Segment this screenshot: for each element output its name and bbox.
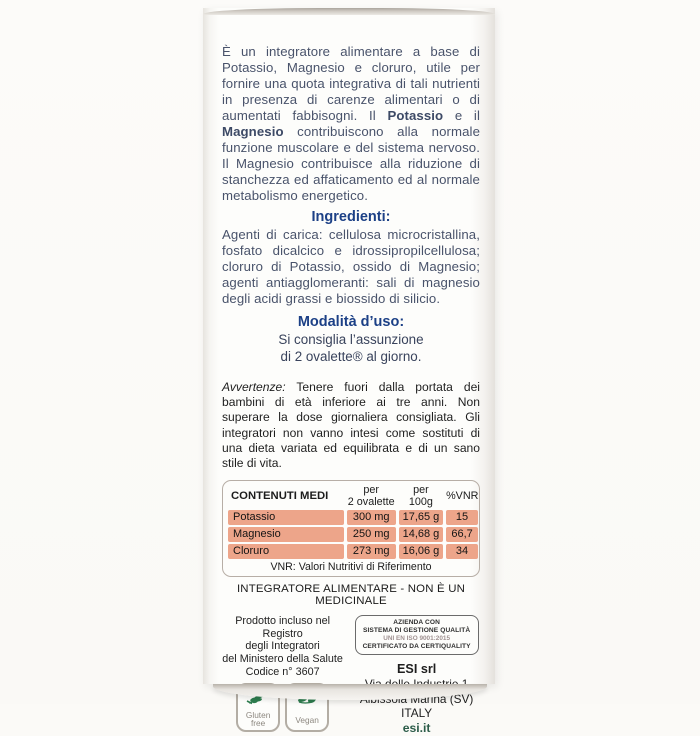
ingredients-heading: Ingredienti: xyxy=(311,209,391,225)
usage-heading: Modalità d’uso: xyxy=(297,314,405,330)
iso-certification-seal: AZIENDA CON SISTEMA DI GESTIONE QUALITÀ … xyxy=(354,615,479,656)
box-bottom-edge xyxy=(213,684,487,700)
nutrient-per100: 14,68 g xyxy=(398,527,444,543)
warnings-text: Avvertenze: Tenere fuori dalla portata d… xyxy=(222,380,480,471)
table-footnote: VNR: Valori Nutritivi di Riferimento xyxy=(270,561,432,574)
nutrient-vnr: 66,7 xyxy=(446,527,479,543)
bottom-section: Prodotto incluso nel Registro degli Inte… xyxy=(222,615,480,736)
box-back-panel: È un integratore alimentare a base di Po… xyxy=(203,15,495,736)
supplement-disclaimer: INTEGRATORE ALIMENTARE - NON È UN MEDICI… xyxy=(236,583,466,608)
company-website: esi.it xyxy=(402,720,431,735)
description-text: contribuiscono alla normale funzione mus… xyxy=(222,124,480,203)
gluten-label-line1: Gluten xyxy=(245,709,271,720)
product-description: È un integratore alimentare a base di Po… xyxy=(222,44,480,204)
nutrition-table-header: CONTENUTI MEDI per 2 ovalette per 100g %VN… xyxy=(228,484,478,508)
nutrient-vnr: 15 xyxy=(446,510,479,526)
table-title: CONTENUTI MEDI xyxy=(231,489,329,502)
registry-column: Prodotto incluso nel Registro degli Inte… xyxy=(222,615,343,736)
registry-line: degli Integratori xyxy=(245,640,320,653)
nutrient-per2: 300 mg xyxy=(346,510,396,526)
nutrition-table: CONTENUTI MEDI per 2 ovalette per 100g %VN… xyxy=(222,480,480,578)
gluten-label-line2: free xyxy=(250,718,266,729)
nutrient-per100: 17,65 g xyxy=(398,510,444,526)
box-top-edge xyxy=(203,8,495,15)
warnings-label: Avvertenze: xyxy=(222,380,286,394)
company-name: ESI srl xyxy=(397,662,437,677)
usage-line-1: Si consiglia l’assunzione xyxy=(278,332,424,347)
col-vnr: %VNR xyxy=(446,489,479,502)
description-bold-magnesio: Magnesio xyxy=(222,124,284,139)
col1-line1: per xyxy=(363,484,379,497)
nutrient-name: Cloruro xyxy=(228,544,344,560)
company-column: AZIENDA CON SISTEMA DI GESTIONE QUALITÀ … xyxy=(343,615,480,736)
registry-line: Prodotto incluso nel Registro xyxy=(235,615,331,640)
cert-line: AZIENDA CON xyxy=(393,619,440,627)
nutrient-per100: 16,06 g xyxy=(398,544,444,560)
cert-line: UNI EN ISO 9001:2015 xyxy=(383,635,450,643)
nutrient-name: Magnesio xyxy=(228,527,344,543)
col2-line1: per xyxy=(413,484,429,497)
table-row: Cloruro 273 mg 16,06 g 34 xyxy=(228,544,479,560)
registry-text: Prodotto incluso nel Registro degli Inte… xyxy=(222,615,343,678)
description-bold-potassio: Potassio xyxy=(387,108,444,123)
usage-line-2: di 2 ovalette® al giorno. xyxy=(280,348,422,364)
description-text: e il xyxy=(443,108,480,123)
nutrient-per2: 250 mg xyxy=(346,527,396,543)
registry-line: Codice n° 3607 xyxy=(245,665,320,678)
cert-line: SISTEMA DI GESTIONE QUALITÀ xyxy=(362,627,471,635)
vegan-label: Vegan xyxy=(295,714,319,725)
nutrient-name: Potassio xyxy=(228,510,344,526)
nutrient-vnr: 34 xyxy=(446,544,479,560)
col-per-100g: per 100g xyxy=(399,484,443,508)
col2-line2: 100g xyxy=(408,495,433,508)
ingredients-text: Agenti di carica: cellulosa microcristal… xyxy=(222,227,480,306)
cert-line: CERTIFICATO DA CERTIQUALITY xyxy=(362,643,471,651)
warnings-body: Tenere fuori dalla portata dei bambini d… xyxy=(222,380,480,471)
table-row: Potassio 300 mg 17,65 g 15 xyxy=(228,510,479,526)
nutrient-per2: 273 mg xyxy=(346,544,396,560)
description-text: È un integratore alimentare a base di Po… xyxy=(222,44,480,123)
col-per-2-ovalette: per 2 ovalette xyxy=(347,484,396,508)
registry-line: del Ministero della Salute xyxy=(222,653,343,665)
table-row: Magnesio 250 mg 14,68 g 66,7 xyxy=(228,527,479,543)
gluten-free-label: Gluten free xyxy=(245,709,271,729)
product-box-back: È un integratore alimentare a base di Po… xyxy=(203,8,495,735)
col1-line2: 2 ovalette xyxy=(347,495,395,508)
